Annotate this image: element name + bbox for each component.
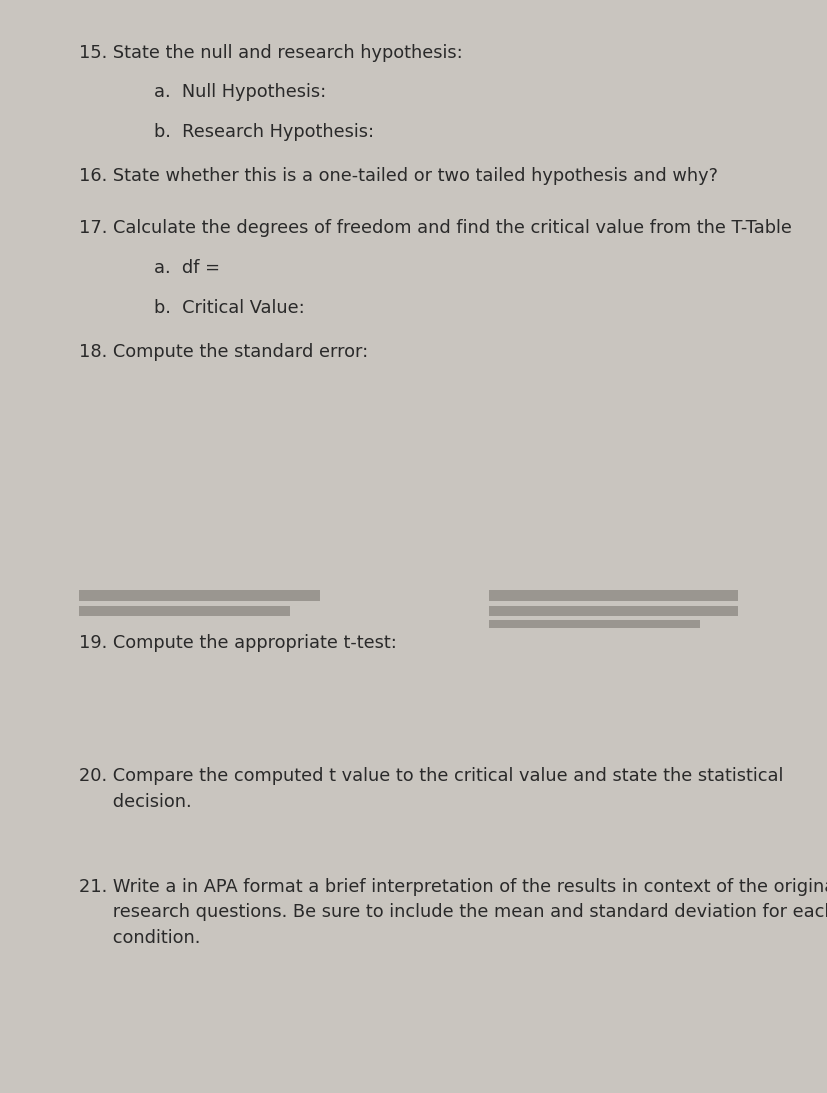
Bar <box>79 590 319 601</box>
Text: 21. Write a in APA format a brief interpretation of the results in context of th: 21. Write a in APA format a brief interp… <box>79 878 827 895</box>
Text: 18. Compute the standard error:: 18. Compute the standard error: <box>79 343 367 361</box>
Text: decision.: decision. <box>79 792 191 811</box>
Bar <box>79 607 289 615</box>
Text: a.  df =: a. df = <box>154 259 220 278</box>
Text: a.  Null Hypothesis:: a. Null Hypothesis: <box>154 83 326 102</box>
Text: condition.: condition. <box>79 929 200 947</box>
Text: 17. Calculate the degrees of freedom and find the critical value from the T-Tabl: 17. Calculate the degrees of freedom and… <box>79 220 791 237</box>
Bar <box>489 607 737 615</box>
Text: 15. State the null and research hypothesis:: 15. State the null and research hypothes… <box>79 44 462 62</box>
Bar <box>489 590 737 601</box>
Text: research questions. Be sure to include the mean and standard deviation for each: research questions. Be sure to include t… <box>79 903 827 921</box>
Bar <box>489 620 700 627</box>
Text: 16. State whether this is a one-tailed or two tailed hypothesis and why?: 16. State whether this is a one-tailed o… <box>79 167 717 185</box>
Text: b.  Critical Value:: b. Critical Value: <box>154 299 304 317</box>
Text: 20. Compare the computed t value to the critical value and state the statistical: 20. Compare the computed t value to the … <box>79 767 782 785</box>
Text: b.  Research Hypothesis:: b. Research Hypothesis: <box>154 122 374 141</box>
Text: 19. Compute the appropriate t-test:: 19. Compute the appropriate t-test: <box>79 634 396 653</box>
